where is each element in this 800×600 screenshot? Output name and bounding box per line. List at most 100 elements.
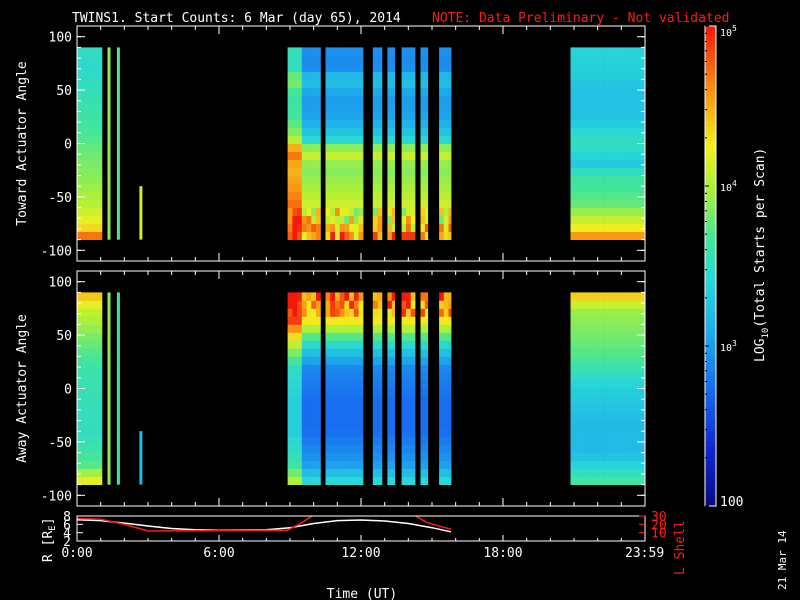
- colorbar-cell: [705, 101, 716, 107]
- heatmap-cell: [410, 103, 416, 112]
- heatmap-cell: [325, 207, 331, 216]
- heatmap-cell: [443, 111, 449, 120]
- heatmap-cell: [584, 452, 590, 461]
- heatmap-cell: [377, 428, 383, 437]
- heatmap-cell: [287, 175, 293, 184]
- heatmap-cell: [316, 348, 322, 357]
- heatmap-cell: [316, 356, 322, 365]
- heatmap-cell: [439, 79, 445, 88]
- heatmap-cell: [372, 135, 378, 144]
- heatmap-cell: [424, 468, 430, 477]
- heatmap-cell: [301, 79, 307, 88]
- heatmap-cell: [420, 79, 426, 88]
- heatmap-cell: [77, 159, 83, 168]
- heatmap-cell: [349, 135, 355, 144]
- heatmap-cell: [301, 324, 307, 333]
- heatmap-cell: [86, 428, 92, 437]
- heatmap-cell: [77, 308, 83, 317]
- heatmap-cell: [579, 167, 585, 176]
- heatmap-cell: [584, 87, 590, 96]
- heatmap-cell: [358, 340, 364, 349]
- heatmap-cell: [406, 95, 412, 104]
- heatmap-cell: [589, 420, 595, 429]
- heatmap-cell: [86, 292, 92, 301]
- heatmap-cell: [372, 143, 378, 152]
- heatmap-cell: [358, 151, 364, 160]
- heatmap-cell: [632, 175, 638, 184]
- heatmap-cell: [325, 340, 331, 349]
- heatmap-cell: [424, 87, 430, 96]
- heatmap-cell: [387, 143, 393, 152]
- heatmap-cell: [306, 452, 312, 461]
- heatmap-cell: [410, 340, 416, 349]
- heatmap-cell: [353, 215, 359, 224]
- heatmap-cell: [575, 324, 581, 333]
- heatmap-cell: [316, 396, 322, 405]
- heatmap-cell: [91, 207, 97, 216]
- heatmap-cell: [406, 79, 412, 88]
- heatmap-cell: [77, 348, 83, 357]
- heatmap-cell: [292, 412, 298, 421]
- heatmap-cell: [287, 103, 293, 112]
- heatmap-cell: [608, 223, 614, 232]
- lshell-tick-label: 30: [651, 510, 667, 525]
- heatmap-cell: [627, 444, 633, 453]
- heatmap-cell: [100, 412, 103, 421]
- heatmap-cell: [420, 47, 426, 56]
- heatmap-cell: [632, 364, 638, 373]
- heatmap-cell: [358, 452, 364, 461]
- heatmap-cell: [301, 47, 307, 56]
- time-tick-label: 18:00: [483, 546, 522, 561]
- heatmap-cell: [603, 316, 609, 325]
- heatmap-cell: [603, 127, 609, 136]
- heatmap-cell: [287, 436, 293, 445]
- heatmap-cell: [598, 380, 604, 389]
- heatmap-cell: [443, 388, 449, 397]
- heatmap-cell: [306, 71, 312, 80]
- heatmap-cell: [570, 332, 576, 341]
- heatmap-cell: [344, 151, 350, 160]
- colorbar-cell: [705, 501, 716, 507]
- heatmap-cell: [301, 95, 307, 104]
- heatmap-cell: [95, 404, 101, 413]
- heatmap-cell: [77, 95, 83, 104]
- heatmap-cell: [406, 428, 412, 437]
- heatmap-cell: [429, 167, 435, 176]
- heatmap-cell: [91, 436, 97, 445]
- heatmap-cell: [613, 292, 619, 301]
- heatmap-cell: [86, 300, 92, 309]
- heatmap-cell: [627, 199, 633, 208]
- heatmap-cell: [316, 324, 322, 333]
- heatmap-cell: [81, 348, 87, 357]
- heatmap-cell: [349, 476, 355, 485]
- heatmap-cell: [594, 215, 600, 224]
- heatmap-cell: [349, 143, 355, 152]
- heatmap-cell: [594, 332, 600, 341]
- heatmap-cell: [95, 167, 101, 176]
- heatmap-cell: [372, 396, 378, 405]
- heatmap-cell: [608, 356, 614, 365]
- heatmap-cell: [603, 111, 609, 120]
- heatmap-cell: [401, 79, 407, 88]
- heatmap-cell: [448, 71, 452, 80]
- colorbar-gradient: [705, 26, 716, 507]
- heatmap-cell: [627, 340, 633, 349]
- heatmap-cell: [429, 396, 435, 405]
- heatmap-cell: [292, 127, 298, 136]
- heatmap-cell: [358, 404, 364, 413]
- heatmap-cell: [325, 215, 331, 224]
- heatmap-cell: [584, 332, 590, 341]
- heatmap-cell: [627, 348, 633, 357]
- heatmap-cell: [306, 151, 312, 160]
- heatmap-cell: [401, 167, 407, 176]
- heatmap-cell: [335, 476, 341, 485]
- colorbar-cell: [705, 351, 716, 357]
- heatmap-cell: [349, 79, 355, 88]
- heatmap-cell: [627, 231, 633, 240]
- heatmap-cell: [387, 63, 393, 72]
- heatmap-cell: [429, 292, 435, 301]
- heatmap-cell: [622, 348, 628, 357]
- heatmap-cell: [598, 300, 604, 309]
- heatmap-cell: [77, 364, 83, 373]
- heatmap-cell: [424, 167, 430, 176]
